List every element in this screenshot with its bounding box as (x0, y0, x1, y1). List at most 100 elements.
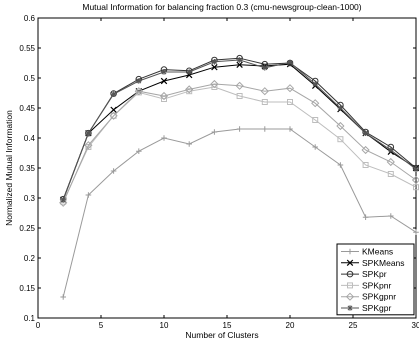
x-marker (160, 77, 168, 85)
plus-marker (186, 141, 192, 147)
series-kmeans (60, 126, 419, 300)
y-tick-label: 0.4 (24, 134, 36, 143)
square-marker (362, 162, 369, 168)
plus-marker (347, 248, 353, 255)
diamond-marker (386, 157, 395, 167)
asterisk-marker (337, 105, 344, 111)
diamond-marker (109, 111, 118, 120)
y-tick-label: 0.15 (19, 284, 35, 293)
legend-label: SPKgpr (362, 303, 391, 313)
plus-marker (85, 192, 92, 198)
asterisk-marker (287, 59, 293, 66)
diamond-marker (159, 91, 169, 101)
legend-label: SPKgpnr (362, 292, 396, 302)
plus-marker (312, 144, 318, 150)
asterisk-marker (85, 130, 92, 136)
plus-marker (211, 129, 218, 135)
x-tick-label: 25 (349, 321, 358, 330)
x-marker (346, 259, 354, 267)
square-marker (347, 282, 353, 289)
chart-title: Mutual Information for balancing fractio… (82, 2, 361, 12)
legend-label: SPKMeans (362, 258, 405, 268)
series-line (62, 83, 417, 204)
square-marker (312, 117, 319, 123)
y-tick-label: 0.55 (19, 44, 35, 53)
plus-marker (262, 126, 268, 132)
x-marker (236, 61, 243, 69)
legend-box (336, 243, 415, 316)
diamond-marker (361, 145, 370, 155)
asterisk-marker (161, 69, 167, 75)
plus-marker (161, 135, 167, 141)
square-marker (287, 99, 293, 105)
diamond-marker (345, 292, 355, 301)
x-axis-ticks: 0 5 10 15 20 25 30 (36, 18, 419, 330)
asterisk-marker (347, 305, 353, 311)
plus-marker (136, 148, 142, 154)
x-tick-label: 10 (160, 321, 169, 330)
y-tick-label: 0.45 (19, 104, 35, 113)
plus-marker (236, 126, 243, 132)
diamond-marker (285, 84, 295, 93)
legend-label: SPKpr (362, 269, 387, 279)
plus-marker (413, 229, 419, 235)
plus-marker (110, 168, 117, 174)
plus-marker (388, 213, 394, 219)
legend-label: KMeans (362, 247, 393, 257)
asterisk-marker (110, 91, 117, 97)
y-tick-label: 0.35 (19, 164, 35, 173)
x-tick-label: 20 (286, 321, 295, 330)
x-tick-label: 15 (223, 321, 232, 330)
x-tick-label: 0 (36, 321, 41, 330)
x-axis-title: Number of Clusters (185, 330, 258, 340)
asterisk-marker (388, 147, 394, 153)
y-tick-label: 0.25 (19, 224, 35, 233)
legend-entry: SPKMeans (341, 258, 405, 268)
legend-entry: SPKpnr (341, 280, 391, 290)
series-spkgpnr (59, 79, 419, 207)
circle-marker (346, 270, 354, 278)
asterisk-marker (362, 130, 369, 136)
plus-marker (362, 214, 369, 220)
plus-marker (60, 294, 66, 300)
square-marker (236, 93, 243, 99)
diamond-marker (411, 175, 419, 185)
asterisk-marker (312, 81, 318, 87)
y-axis-ticks: 0.1 0.15 0.2 0.25 0.3 0.35 0.4 0.45 0.5 0.55 0.6 (19, 14, 416, 323)
diamond-marker (260, 87, 269, 96)
x-tick-label: 30 (412, 321, 419, 330)
asterisk-marker (60, 197, 66, 203)
legend-label: SPKpnr (362, 280, 391, 290)
legend-entry: KMeans (341, 247, 393, 257)
square-marker (387, 171, 394, 177)
asterisk-marker (186, 69, 192, 75)
legend-entry: SPKgpnr (341, 292, 396, 302)
asterisk-marker (136, 78, 142, 84)
asterisk-marker (236, 57, 243, 63)
square-marker (110, 112, 117, 119)
legend-entry: SPKpr (341, 269, 387, 279)
diamond-marker (235, 81, 244, 90)
asterisk-marker (211, 59, 218, 65)
diamond-marker (185, 85, 194, 94)
square-marker (186, 88, 193, 95)
diamond-marker (336, 121, 345, 131)
plus-marker (287, 126, 293, 132)
square-marker (261, 99, 268, 105)
plus-marker (337, 162, 344, 168)
series-layer (59, 54, 419, 300)
y-tick-label: 0.2 (24, 254, 36, 263)
x-marker (110, 106, 117, 114)
diamond-marker (134, 87, 143, 96)
y-tick-label: 0.1 (24, 314, 36, 323)
y-tick-label: 0.5 (24, 74, 36, 83)
series-spkgpr (60, 57, 419, 203)
diamond-marker (210, 79, 219, 89)
asterisk-marker (413, 166, 419, 172)
y-tick-label: 0.3 (24, 194, 36, 203)
y-tick-label: 0.6 (24, 14, 36, 23)
x-marker (211, 63, 218, 71)
y-axis-title: Normalized Mutual Information (4, 110, 14, 226)
